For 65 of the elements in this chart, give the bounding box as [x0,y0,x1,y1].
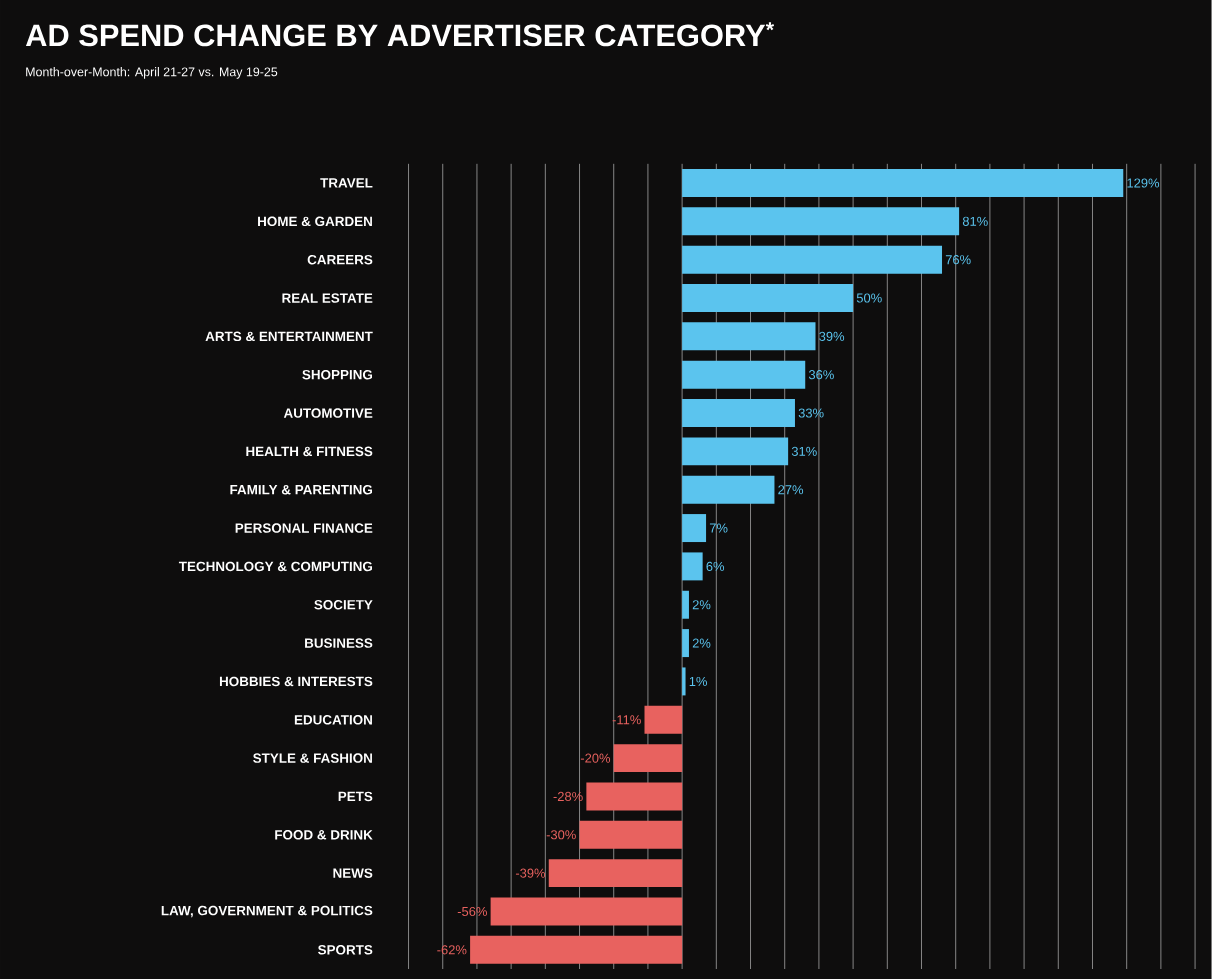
data-label: 39% [819,331,845,341]
data-label: 50% [856,293,882,303]
bar [682,552,703,581]
data-label: 31% [791,446,817,456]
bar [682,245,943,274]
y-tick-label: FAMILY & PARENTING [230,484,373,495]
y-tick-label: REAL ESTATE [282,293,373,303]
y-tick-label: STYLE & FASHION [253,753,372,763]
y-tick-label: NEWS [333,868,373,878]
bar [613,744,683,773]
y-tick-label: BUSINESS [305,638,373,648]
y-tick-label: HEALTH & FITNESS [246,446,373,457]
y-tick-label: PETS [338,791,373,802]
bar [682,169,1124,197]
bar [586,782,683,811]
y-tick-label: ARTS & ENTERTAINMENT [205,331,373,342]
data-label: 6% [706,561,725,571]
bar [682,590,689,619]
y-tick-label: LAW, GOVERNMENT & POLITICS [161,905,373,918]
y-tick-label: CAREERS [307,254,373,265]
y-tick-label: HOBBIES & INTERESTS [219,676,373,687]
data-label: -28% [553,791,583,802]
y-tick-label: SOCIETY [314,600,373,610]
y-tick-label: HOME & GARDEN [258,216,372,227]
y-tick-label: SHOPPING [302,369,373,380]
data-label: -30% [546,830,576,840]
y-tick-label: FOOD & DRINK [275,830,373,840]
bar [682,629,689,658]
y-tick-label: TECHNOLOGY & COMPUTING [178,561,372,572]
data-label: -62% [437,945,467,955]
data-label: -56% [457,906,487,917]
bar [682,514,707,543]
data-label: 7% [709,523,728,533]
bar [470,935,683,964]
data-label: 33% [798,408,824,418]
bar [490,897,683,926]
y-tick-label: SPORTS [317,945,373,955]
bar [682,437,789,466]
bar [682,360,806,389]
bar [579,820,683,849]
bar [644,705,683,734]
bar [682,667,686,696]
y-tick-label: AUTOMOTIVE [283,408,373,418]
data-label: -39% [515,868,546,878]
bar [548,859,683,888]
data-label: -11% [612,715,641,725]
y-tick-label: TRAVEL [320,178,373,188]
data-label: 1% [689,676,707,686]
data-label: 27% [778,485,804,495]
text: Month-over-Month: April 21-27 vs. May 19-25 [26,67,278,79]
data-label: -20% [580,753,611,763]
y-tick-label: PERSONAL FINANCE [235,523,373,533]
data-label: 2% [692,638,711,648]
data-label: 36% [808,370,834,380]
data-label: 81% [962,216,988,226]
bar [682,475,775,504]
bar [682,207,960,236]
data-label: 76% [945,255,971,265]
bar [682,284,854,313]
bar [682,399,795,428]
chart-title: AD SPEND CHANGE BY ADVERTISER CATEGORY$^{*}$ [25,22,775,47]
bar [682,322,816,351]
data-label: 129% [1127,178,1160,188]
y-tick-label: EDUCATION [294,715,372,725]
data-label: 2% [692,600,711,610]
